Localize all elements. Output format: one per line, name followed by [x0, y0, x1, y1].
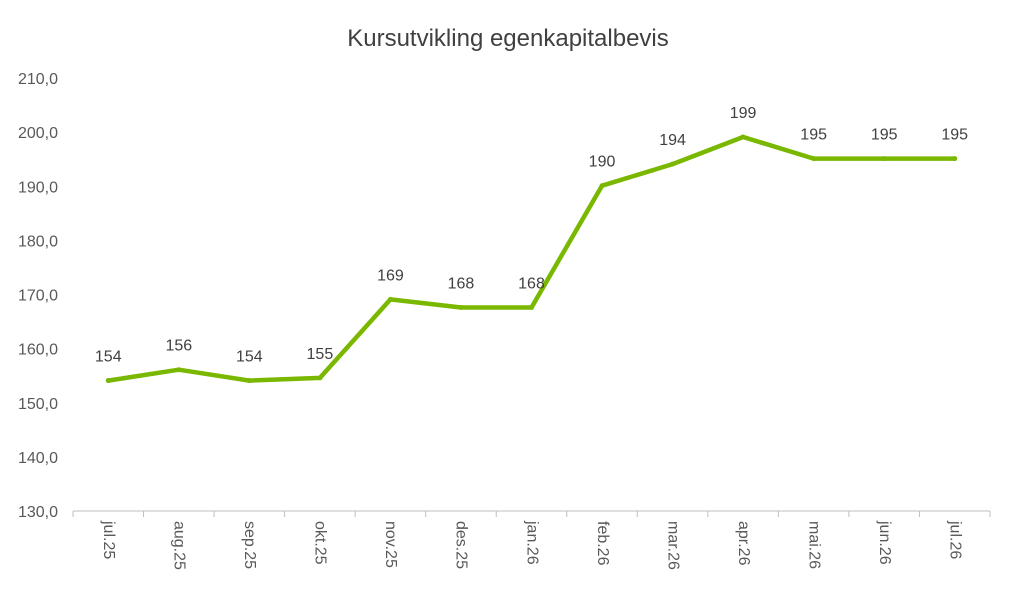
data-point — [952, 156, 958, 162]
data-point — [881, 156, 887, 162]
y-tick-label: 150,0 — [18, 396, 58, 413]
data-labels: 154 156 154 155 169 168 168 190 194 199 195 195 195 — [95, 105, 968, 366]
x-tick-label: feb.26 — [594, 521, 611, 566]
data-point — [670, 161, 676, 167]
data-label: 195 — [941, 127, 968, 144]
x-tick-label: okt.25 — [312, 521, 329, 565]
data-label: 190 — [589, 154, 616, 171]
y-tick-label: 160,0 — [18, 342, 58, 359]
x-tick-label: des.25 — [453, 521, 470, 569]
data-label: 155 — [307, 346, 334, 363]
data-point — [387, 296, 393, 302]
data-point — [317, 375, 323, 381]
data-label: 194 — [659, 132, 686, 149]
x-tick-label: jun.26 — [876, 520, 893, 565]
data-label: 168 — [518, 275, 545, 292]
data-point — [105, 378, 111, 384]
y-tick-label: 180,0 — [18, 233, 58, 250]
x-tick-label: sep.25 — [241, 521, 258, 569]
series-line — [106, 134, 957, 383]
y-tick-label: 140,0 — [18, 450, 58, 467]
data-point — [811, 156, 817, 162]
data-label: 156 — [165, 338, 192, 355]
y-tick-label: 210,0 — [18, 71, 58, 88]
data-label: 169 — [377, 267, 404, 284]
data-point — [246, 378, 252, 384]
data-label: 195 — [871, 127, 898, 144]
data-label: 199 — [730, 105, 757, 122]
y-tick-label: 200,0 — [18, 125, 58, 142]
data-point — [529, 304, 534, 310]
data-label: 195 — [800, 127, 827, 144]
y-tick-label: 190,0 — [18, 179, 58, 196]
data-label: 154 — [236, 349, 263, 366]
x-tick-label: jan.26 — [523, 520, 540, 565]
data-label: 168 — [448, 275, 475, 292]
x-tick-label: nov.25 — [382, 521, 399, 568]
x-tick-label: mar.26 — [664, 521, 681, 570]
chart-title: Kursutvikling egenkapitalbevis — [347, 25, 669, 52]
x-tick-label: jul.25 — [100, 520, 117, 559]
x-tick-label: aug.25 — [171, 521, 188, 570]
x-tick-label: apr.26 — [735, 521, 752, 566]
data-label: 154 — [95, 349, 122, 366]
data-point — [599, 183, 605, 189]
axes: 130,0 140,0 150,0 160,0 170,0 180,0 190,0 200,0… — [18, 71, 991, 570]
data-point — [176, 367, 182, 373]
series-layer — [105, 134, 958, 384]
y-tick-label: 130,0 — [18, 504, 58, 521]
x-tick-label: mai.26 — [805, 521, 822, 569]
x-tick-label: jul.26 — [946, 520, 963, 559]
data-point — [740, 134, 746, 140]
y-tick-label: 170,0 — [18, 288, 58, 305]
data-point — [458, 304, 464, 310]
